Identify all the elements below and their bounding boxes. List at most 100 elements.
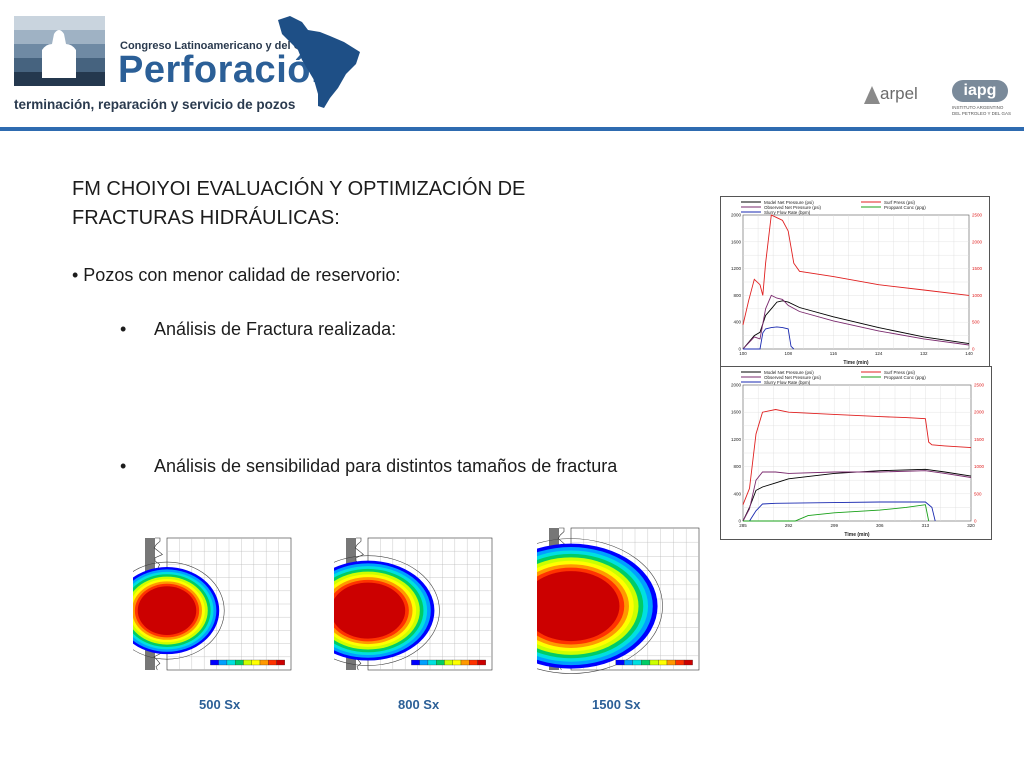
fracture-contour [522,571,620,642]
color-scale-cell [615,659,625,666]
y-tick-label: 800 [733,464,741,469]
legend-label: Observed Net Pressure (psi) [764,375,822,380]
x-tick-label: 299 [830,523,838,528]
y2-tick-label: 2000 [972,239,983,244]
congress-subtitle: terminación, reparación y servicio de po… [14,97,296,112]
color-scale-cell [675,659,685,666]
y2-tick-label: 1000 [974,464,985,469]
bullet-text: Análisis de sensibilidad para distintos … [154,456,618,476]
y2-tick-label: 500 [972,320,980,325]
legend-label: Model Net Pressure (psi) [764,200,814,205]
x-tick-label: 116 [830,351,838,356]
bullet-sensitivity-analysis: • Análisis de sensibilidad para distinto… [120,453,620,480]
color-scale-cell [469,659,478,666]
iapg-subtitle: INSTITUTO ARGENTINO DEL PETROLEO Y DEL G… [952,105,1012,116]
y2-tick-label: 2500 [972,213,983,218]
x-tick-label: 313 [922,523,930,528]
x-tick-label: 124 [875,351,883,356]
sim-label-500: 500 Sx [199,697,241,712]
latin-america-map-icon [268,14,368,115]
color-scale-cell [641,659,651,666]
color-scale-cell [268,659,277,666]
series-line [742,409,972,505]
y-tick-label: 1200 [731,266,742,271]
header-divider [0,127,1024,131]
color-scale-cell [427,659,437,666]
color-scale-cell [436,659,445,666]
color-scale-cell [259,659,269,666]
legend-label: Slurry Flow Rate (bpm) [764,210,811,215]
sim-label-800: 800 Sx [398,697,440,712]
y-tick-label: 1600 [731,410,742,415]
x-axis-label: Time (min) [843,360,869,366]
color-scale-cell [411,659,420,666]
y-tick-label: 1200 [731,437,742,442]
y-tick-label: 400 [733,320,741,325]
bullet-marker: • [120,456,127,476]
series-line [742,300,970,350]
arpel-logo-text: arpel [880,84,918,103]
bullet-fracture-analysis: • Análisis de Fractura realizada: [120,316,396,343]
y2-tick-label: 2500 [974,383,985,388]
pressure-chart-1: Model Net Pressure (psi) Observed Net Pre… [720,196,990,368]
bullet-marker: • [120,319,127,339]
pressure-chart-2-svg: Model Net Pressure (psi)Observed Net Pre… [731,370,985,538]
color-scale-cell [226,659,236,666]
y2-tick-label: 1500 [972,266,983,271]
color-scale-cell [632,659,642,666]
congress-logo-mark [14,16,105,86]
fracture-sim-1500 [479,522,703,690]
x-tick-label: 292 [785,523,793,528]
y2-tick-label: 500 [974,491,982,496]
color-scale-cell [444,659,453,666]
sim-label-1500: 1500 Sx [592,697,641,712]
y2-tick-label: 0 [974,519,977,524]
series-line [742,214,970,326]
iapg-logo-text: iapg [952,80,1008,102]
congress-line: Congreso Latinoamericano y del Caribe de [120,40,344,52]
legend-label: Slurry Flow Rate (bpm) [764,380,811,385]
color-scale-cell [235,659,244,666]
fracture-sim-500 [109,532,295,690]
series-line [743,504,930,522]
series-line [743,501,936,522]
fracture-sim-1500-svg [479,527,700,674]
color-scale-cell [683,659,693,666]
x-tick-label: 285 [739,523,747,528]
color-scale-cell [243,659,252,666]
y2-tick-label: 1000 [972,293,983,298]
color-scale-cell [452,659,462,666]
fracture-contour [137,586,197,635]
y-tick-label: 0 [738,519,741,524]
color-scale-cell [419,659,429,666]
x-tick-label: 100 [739,351,747,356]
legend-label: Proppant Conc (ppg) [884,205,926,210]
x-tick-label: 108 [784,351,792,356]
y-tick-label: 1600 [731,239,742,244]
fracture-sim-800-svg [296,537,493,671]
x-axis-label: Time (min) [844,532,870,538]
bullet-text: Análisis de Fractura realizada: [154,319,397,339]
x-tick-label: 132 [920,351,928,356]
color-scale-cell [251,659,261,666]
color-scale-cell [477,659,486,666]
color-scale-cell [649,659,659,666]
series-line [742,468,972,522]
x-tick-label: 306 [876,523,884,528]
x-tick-label: 140 [965,351,973,356]
arpel-logo: arpel [862,80,942,108]
color-scale-cell [666,659,676,666]
color-scale-cell [210,659,219,666]
bullet-reservoir: • Pozos con menor calidad de reservorio: [72,265,401,285]
fracture-sim-500-svg [109,537,292,671]
y-tick-label: 0 [738,347,741,352]
color-scale-cell [276,659,285,666]
fracture-contour [330,582,406,639]
series-line [742,470,972,522]
iapg-logo: iapg [952,80,1008,102]
legend-label: Surf Press (psi) [884,370,916,375]
y2-tick-label: 2000 [974,410,985,415]
x-tick-label: 320 [967,523,975,528]
pressure-chart-2: Model Net Pressure (psi) Observed Net Pre… [720,366,992,540]
fracture-sim-800 [296,532,496,690]
